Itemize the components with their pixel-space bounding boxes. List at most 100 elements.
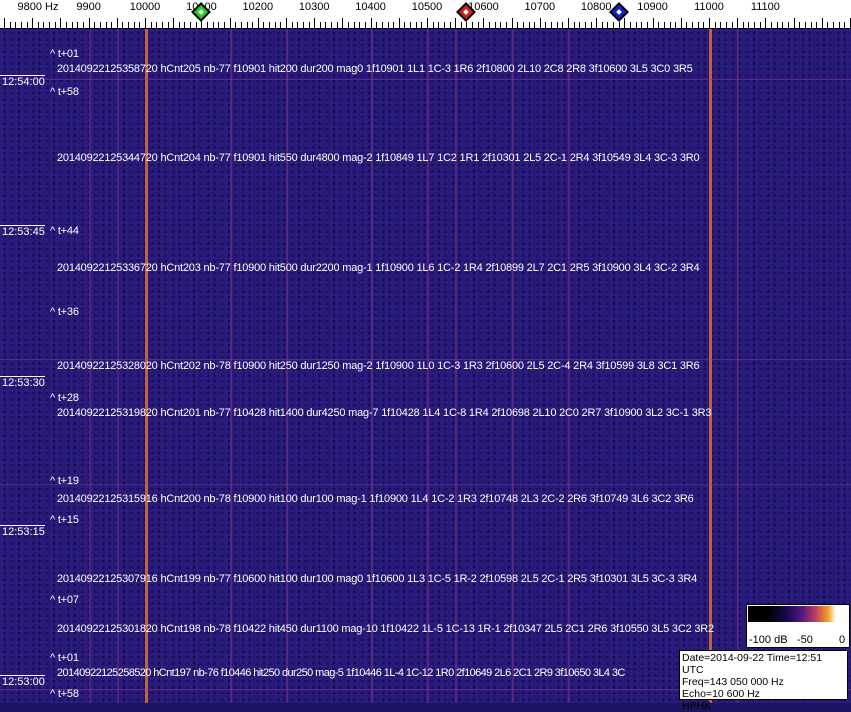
axis-tick: [607, 22, 609, 28]
info-echo: Echo=10 600 Hz: [682, 688, 760, 700]
detection-log-line: 20140922125315916 hCnt200 nb-78 f10900 h…: [57, 493, 694, 505]
carrier-line: [511, 29, 514, 703]
axis-tick: [692, 22, 694, 28]
axis-tick: [669, 22, 671, 28]
axis-tick: [731, 22, 733, 28]
axis-tick: [139, 22, 141, 28]
axis-tick: [364, 22, 366, 28]
horizontal-interference: [0, 359, 851, 360]
axis-tick: [291, 22, 293, 28]
axis-tick: [562, 22, 564, 28]
axis-tick: [754, 22, 756, 28]
axis-tick: [810, 22, 812, 28]
axis-tick: [641, 22, 643, 28]
axis-tick: [173, 18, 175, 28]
detection-log-line: 20140922125307916 hCnt199 nb-77 f10600 h…: [57, 573, 697, 585]
axis-tick: [776, 22, 778, 28]
axis-tick: [297, 22, 299, 28]
axis-tick: [709, 18, 710, 28]
time-offset-label: ^ t+28: [50, 392, 79, 404]
axis-tick: [274, 22, 276, 28]
freq-label: 10300: [298, 1, 330, 13]
time-label: 12:53:45: [0, 225, 45, 238]
scale-label-mid: -50: [797, 634, 813, 646]
axis-tick: [156, 22, 158, 28]
freq-label: 10800: [580, 1, 612, 13]
time-offset-label: ^ t+01: [50, 48, 79, 60]
blue-marker[interactable]: [608, 2, 629, 22]
info-date: Date=2014-09-22 Time=12:51 UTC: [682, 652, 823, 676]
axis-tick: [246, 22, 248, 28]
axis-tick: [212, 22, 214, 28]
axis-tick: [415, 22, 417, 28]
detection-log-line: 20140922125344720 hCnt204 nb-77 f10901 h…: [57, 152, 700, 164]
axis-tick: [263, 22, 265, 28]
axis-tick: [381, 22, 383, 28]
axis-tick: [421, 22, 423, 28]
axis-tick: [551, 22, 553, 28]
axis-tick: [646, 22, 648, 28]
axis-tick: [218, 22, 220, 28]
axis-tick: [816, 22, 818, 28]
axis-tick: [161, 22, 163, 28]
axis-tick: [314, 18, 316, 28]
detection-log-line: 20140922125319820 hCnt201 nb-77 f10428 h…: [57, 407, 712, 419]
axis-tick: [680, 18, 682, 28]
axis-tick: [336, 22, 338, 28]
axis-tick: [207, 22, 209, 28]
axis-tick: [618, 22, 620, 28]
axis-tick: [195, 22, 197, 28]
axis-tick: [122, 22, 124, 28]
frequency-axis[interactable]: 9800 Hz 99001000010100102001030010400105…: [0, 0, 851, 29]
axis-tick: [94, 22, 96, 28]
axis-tick: [489, 22, 491, 28]
freq-label: 10700: [524, 1, 556, 13]
freq-label: 10000: [129, 1, 161, 13]
axis-tick: [128, 22, 130, 28]
detection-log-line: 20140922125301820 hCnt198 nb-78 f10422 h…: [57, 623, 714, 635]
horizontal-interference: [0, 79, 851, 80]
axis-unit-label: 9800 Hz: [17, 1, 59, 13]
time-offset-label: ^ t+15: [50, 514, 79, 526]
axis-tick: [624, 18, 626, 28]
axis-tick: [4, 18, 5, 28]
axis-tick: [833, 22, 835, 28]
freq-label: 9900: [76, 1, 101, 13]
axis-tick: [838, 22, 840, 28]
carrier-line: [709, 29, 712, 703]
axis-tick: [370, 18, 372, 28]
axis-tick: [799, 22, 801, 28]
waterfall-display[interactable]: [0, 29, 851, 703]
axis-tick: [257, 18, 259, 28]
axis-tick: [782, 22, 784, 28]
axis-tick: [201, 18, 203, 28]
axis-tick: [99, 22, 101, 28]
axis-tick: [720, 22, 722, 28]
axis-tick: [505, 22, 507, 28]
axis-tick: [584, 22, 586, 28]
axis-tick: [714, 22, 716, 28]
axis-tick: [82, 22, 84, 28]
axis-tick: [319, 22, 321, 28]
axis-tick: [26, 22, 28, 28]
time-offset-label: ^ t+44: [50, 225, 79, 237]
freq-label: 10600: [468, 1, 499, 13]
detection-log-line: 20140922125328020 hCnt202 nb-78 f10900 h…: [57, 360, 700, 372]
axis-tick: [483, 18, 485, 28]
axis-tick: [325, 22, 327, 28]
freq-label: 10500: [411, 1, 443, 13]
carrier-line: [88, 29, 91, 703]
time-offset-label: ^ t+58: [50, 688, 79, 700]
horizontal-interference: [0, 484, 851, 485]
axis-tick: [460, 22, 462, 28]
axis-tick: [804, 22, 806, 28]
axis-tick: [116, 18, 118, 28]
axis-tick: [49, 22, 51, 28]
horizontal-interference: [0, 689, 851, 690]
axis-tick: [748, 22, 750, 28]
axis-tick: [477, 22, 479, 28]
axis-tick: [60, 18, 62, 28]
axis-tick: [466, 22, 468, 28]
axis-tick: [359, 22, 361, 28]
axis-tick: [88, 18, 90, 28]
